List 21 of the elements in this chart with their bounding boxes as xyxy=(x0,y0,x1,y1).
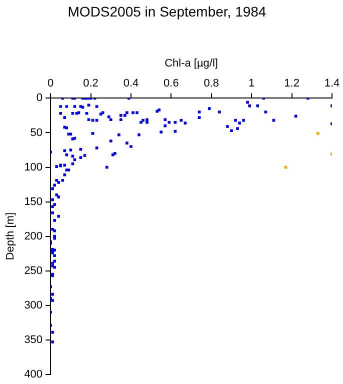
x-tick-label: 0 xyxy=(47,78,54,90)
y-tick-label: 350 xyxy=(24,334,43,346)
x-tick-label: 1.4 xyxy=(324,78,340,90)
y-tick-label: 250 xyxy=(24,264,43,277)
y-tick-label: 50 xyxy=(30,126,43,139)
x-tick-label: 1.2 xyxy=(284,78,300,90)
chart-title: MODS2005 in September, 1984 xyxy=(68,3,266,20)
x-tick-label: 1 xyxy=(248,78,255,90)
y-tick-label: 200 xyxy=(24,230,43,242)
y-tick-label: 400 xyxy=(24,368,43,380)
x-tick-label: 0.6 xyxy=(164,78,179,90)
y-tick-label: 0 xyxy=(36,92,43,104)
y-tick-label: 100 xyxy=(24,161,43,174)
y-tick-label: 300 xyxy=(24,299,43,312)
point xyxy=(316,132,320,135)
x-axis-title: Chl-a [µg/l] xyxy=(164,57,218,70)
y-tick-label: 150 xyxy=(24,196,43,208)
y-axis-title: Depth [m] xyxy=(4,212,17,260)
x-tick-label: 0.2 xyxy=(83,78,98,90)
x-tick-label: 0.8 xyxy=(204,78,220,90)
x-tick-label: 0.4 xyxy=(123,78,139,90)
